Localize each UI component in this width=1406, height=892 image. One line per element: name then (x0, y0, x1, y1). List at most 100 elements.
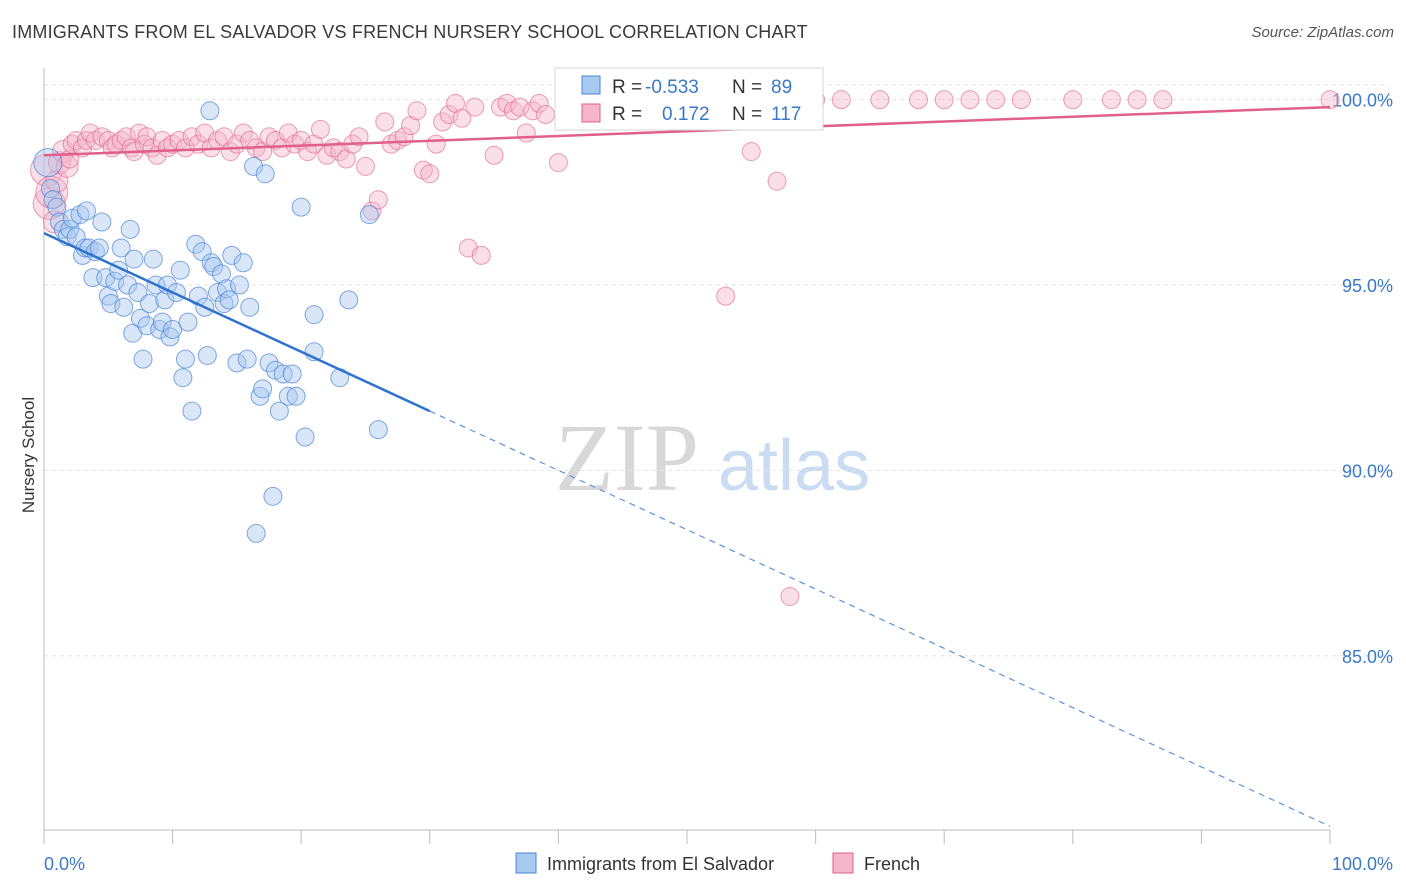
french-point (523, 101, 543, 121)
legend-label-blue[interactable]: Immigrants from El Salvador (547, 854, 774, 874)
salvador-point (246, 523, 266, 543)
french-point (870, 90, 890, 110)
salvador-point (155, 290, 175, 310)
french-point (934, 90, 954, 110)
salvador-point (163, 320, 183, 340)
french-point (716, 286, 736, 306)
salvador-point (70, 205, 90, 225)
salvador-point (89, 238, 109, 258)
salvador-point (101, 294, 121, 314)
salvador-point (244, 156, 264, 176)
salvador-point (47, 197, 67, 217)
salvador-point (368, 420, 388, 440)
french-point (407, 101, 427, 121)
french-point (741, 142, 761, 162)
salvador-point (175, 349, 195, 369)
salvador-point (295, 427, 315, 447)
source-credit: Source: ZipAtlas.com (1251, 24, 1394, 41)
salvador-point (124, 249, 144, 269)
salvador-point (286, 386, 306, 406)
salvador-point (105, 271, 125, 291)
salvador-point (214, 294, 234, 314)
watermark-zip: ZIP (555, 404, 699, 511)
salvador-point (359, 205, 379, 225)
y-axis-label: Nursery School (19, 397, 38, 513)
stats-r-value-blue: -0.533 (645, 77, 699, 98)
salvador-point (304, 305, 324, 325)
salvador-point (217, 279, 237, 299)
salvador-point (92, 212, 112, 232)
salvador-point (259, 353, 279, 373)
y-tick-label: 95.0% (1342, 276, 1393, 296)
salvador-point (76, 201, 96, 221)
legend: Immigrants from El Salvador French (515, 852, 920, 874)
stats-n-label-pink: N = (732, 104, 762, 125)
legend-label-pink[interactable]: French (864, 854, 920, 874)
salvador-point (152, 312, 172, 332)
salvador-trend-extension (429, 410, 1331, 827)
salvador-point (282, 364, 302, 384)
legend-swatch-pink[interactable] (832, 852, 854, 874)
salvador-point (263, 486, 283, 506)
salvador-point (137, 316, 157, 336)
french-point (484, 145, 504, 165)
french-point (426, 134, 446, 154)
french-trend-line (43, 105, 1331, 157)
salvador-point (240, 297, 260, 317)
salvador-point (278, 386, 298, 406)
french-point (375, 112, 395, 132)
french-point (413, 160, 433, 180)
french-point (465, 97, 485, 117)
french-point (420, 164, 440, 184)
french-point (831, 90, 851, 110)
french-point (1011, 90, 1031, 110)
y-tick-label: 85.0% (1342, 647, 1393, 667)
y-tick-label: 100.0% (1332, 91, 1393, 111)
salvador-point (197, 345, 217, 365)
stats-r-value-pink: 0.172 (662, 104, 710, 125)
salvador-point (233, 253, 253, 273)
salvador-point (339, 290, 359, 310)
salvador-point (200, 101, 220, 121)
salvador-point (250, 386, 270, 406)
french-point (510, 97, 530, 117)
french-point (960, 90, 980, 110)
salvador-point (133, 349, 153, 369)
salvador-point (291, 197, 311, 217)
salvador-point (118, 275, 138, 295)
french-point (433, 112, 453, 132)
stats-box: R = -0.533 N = 89 R = 0.172 N = 117 (554, 67, 824, 131)
french-point (439, 104, 459, 124)
tick-labels: 85.0% 90.0% 95.0% 100.0% 0.0% 100.0% (44, 91, 1393, 874)
salvador-point (222, 245, 242, 265)
salvador-point (269, 401, 289, 421)
french-point (491, 97, 511, 117)
french-point (317, 145, 337, 165)
french-point (137, 127, 157, 147)
salvador-point (33, 148, 63, 178)
french-point (516, 123, 536, 143)
french-point (240, 130, 260, 150)
french-point (116, 127, 136, 147)
stats-n-label-blue: N = (732, 77, 762, 98)
stats-n-value-pink: 117 (771, 104, 801, 125)
salvador-point (128, 282, 148, 302)
salvador-point (160, 327, 180, 347)
watermark-atlas: atlas (718, 426, 870, 506)
french-point (503, 101, 523, 121)
salvador-point (114, 297, 134, 317)
stats-swatch-blue (581, 75, 601, 95)
legend-swatch-blue[interactable] (515, 852, 537, 874)
y-tick-label: 90.0% (1342, 461, 1393, 481)
french-point (536, 104, 556, 124)
french-point (175, 138, 195, 158)
stats-n-value-blue: 89 (771, 77, 792, 98)
salvador-trend-line (43, 231, 431, 413)
salvador-point (237, 349, 257, 369)
french-point (497, 93, 517, 113)
salvador-point (139, 294, 159, 314)
french-point (1127, 90, 1147, 110)
french-point (356, 156, 375, 176)
french-point (1101, 90, 1121, 110)
french-point (1063, 90, 1083, 110)
